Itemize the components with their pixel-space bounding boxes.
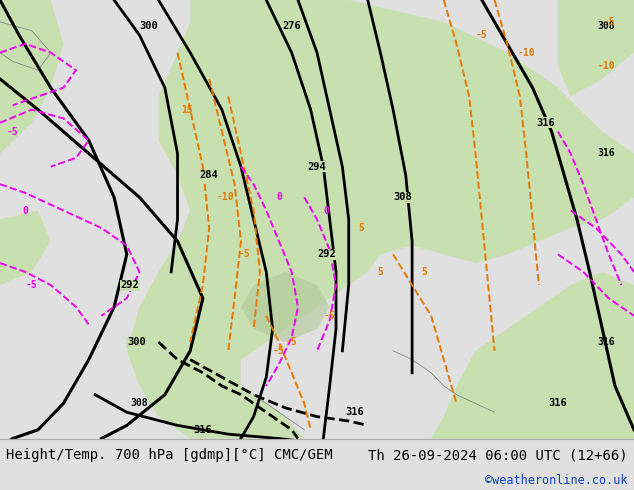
Text: 284: 284 <box>200 171 219 180</box>
Text: -5: -5 <box>603 17 615 27</box>
Text: 292: 292 <box>317 249 336 259</box>
Text: 5: 5 <box>422 267 428 277</box>
Text: -5: -5 <box>26 280 37 290</box>
Text: 5: 5 <box>377 267 384 277</box>
Text: 316: 316 <box>597 337 615 347</box>
Text: -5: -5 <box>238 249 250 259</box>
Text: 15: 15 <box>181 105 193 115</box>
Text: 316: 316 <box>193 425 212 435</box>
Text: 0: 0 <box>323 205 330 216</box>
Text: ©weatheronline.co.uk: ©weatheronline.co.uk <box>485 474 628 487</box>
Text: -5: -5 <box>7 126 18 137</box>
Text: -5: -5 <box>273 346 285 356</box>
Text: Height/Temp. 700 hPa [gdmp][°C] CMC/GEM: Height/Temp. 700 hPa [gdmp][°C] CMC/GEM <box>6 448 333 462</box>
Text: 300: 300 <box>127 337 146 347</box>
Text: 276: 276 <box>282 21 301 31</box>
Polygon shape <box>558 0 634 97</box>
Text: 316: 316 <box>548 398 567 409</box>
Text: 308: 308 <box>393 193 412 202</box>
Text: 0: 0 <box>276 193 282 202</box>
Text: Th 26-09-2024 06:00 UTC (12+66): Th 26-09-2024 06:00 UTC (12+66) <box>368 448 628 462</box>
Polygon shape <box>127 0 634 439</box>
Text: 0: 0 <box>22 205 29 216</box>
Text: 316: 316 <box>597 148 615 158</box>
Text: 292: 292 <box>120 280 139 290</box>
Text: 308: 308 <box>131 398 148 409</box>
Text: -5: -5 <box>476 30 488 40</box>
Text: -5: -5 <box>286 337 297 347</box>
Polygon shape <box>0 0 63 153</box>
Text: 300: 300 <box>139 21 158 31</box>
Text: 294: 294 <box>307 162 327 172</box>
Polygon shape <box>0 211 51 285</box>
Text: 308: 308 <box>597 21 615 31</box>
Text: -5: -5 <box>324 311 335 321</box>
Text: -10: -10 <box>517 48 535 58</box>
Text: 5: 5 <box>358 223 365 233</box>
Text: 316: 316 <box>346 407 365 417</box>
Text: -10: -10 <box>597 61 615 71</box>
Polygon shape <box>241 272 330 342</box>
Polygon shape <box>412 272 634 439</box>
Text: 316: 316 <box>536 118 555 128</box>
Text: -10: -10 <box>216 193 234 202</box>
